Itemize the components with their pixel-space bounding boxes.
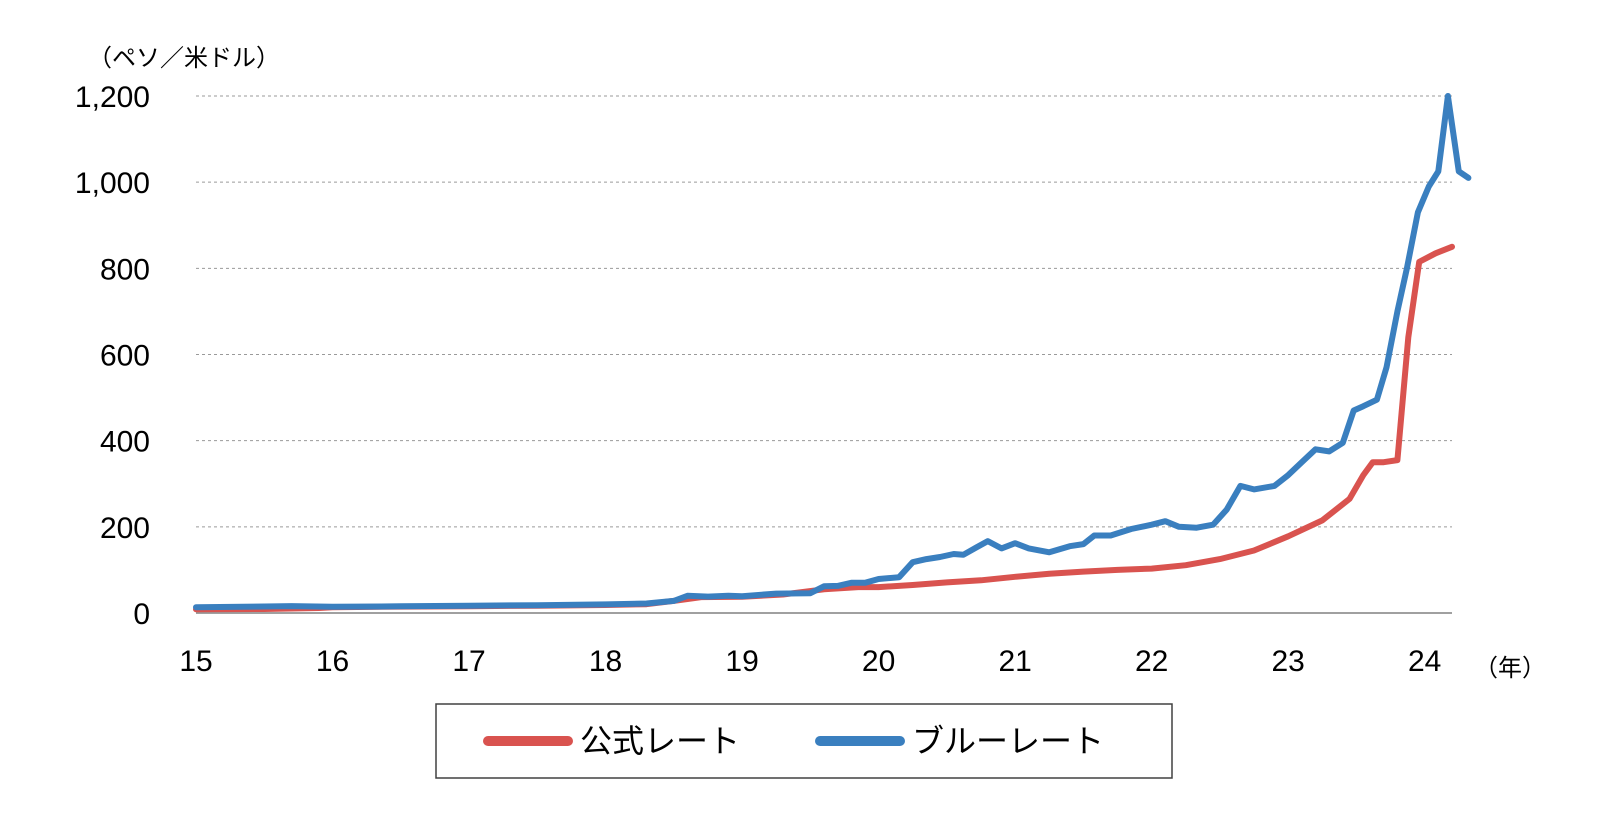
x-tick-label: 21 bbox=[998, 645, 1031, 678]
x-tick-label: 19 bbox=[725, 645, 758, 678]
x-tick-label: 16 bbox=[316, 645, 349, 678]
y-tick-label: 1,200 bbox=[75, 81, 150, 114]
x-axis-unit-label: （年） bbox=[1474, 654, 1546, 682]
official-rate-line bbox=[193, 243, 1455, 613]
y-tick-label: 600 bbox=[100, 340, 150, 373]
y-axis-unit-label: （ペソ／米ドル） bbox=[88, 44, 280, 72]
y-tick-label: 0 bbox=[133, 598, 150, 631]
x-tick-label: 17 bbox=[452, 645, 485, 678]
y-tick-label: 200 bbox=[100, 512, 150, 545]
x-tick-label: 23 bbox=[1271, 645, 1304, 678]
legend-label-official: 公式レート bbox=[580, 722, 740, 760]
y-axis-ticks: 0 200 400 600 800 1,000 1,200 bbox=[75, 81, 150, 631]
series-lines bbox=[193, 93, 1472, 613]
y-tick-label: 1,000 bbox=[75, 167, 150, 200]
y-tick-label: 400 bbox=[100, 426, 150, 459]
x-axis-ticks: 15 16 17 18 19 20 21 22 23 24 bbox=[179, 645, 1441, 678]
blue-rate-line bbox=[193, 93, 1472, 611]
grid-lines bbox=[196, 95, 1452, 528]
x-tick-label: 18 bbox=[589, 645, 622, 678]
x-tick-label: 20 bbox=[862, 645, 895, 678]
x-tick-label: 15 bbox=[179, 645, 212, 678]
x-tick-label: 22 bbox=[1135, 645, 1168, 678]
y-tick-label: 800 bbox=[100, 253, 150, 286]
legend-label-blue: ブルーレート bbox=[912, 722, 1104, 760]
x-tick-label: 24 bbox=[1408, 645, 1441, 678]
legend: 公式レート ブルーレート bbox=[435, 703, 1173, 779]
